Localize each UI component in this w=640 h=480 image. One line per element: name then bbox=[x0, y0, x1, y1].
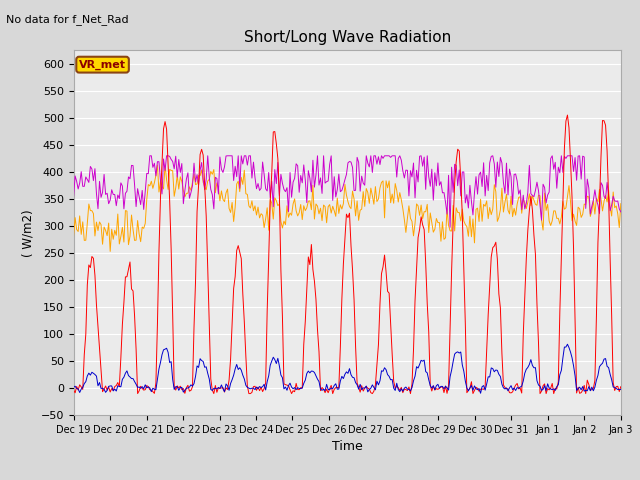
Y-axis label: ( W/m2): ( W/m2) bbox=[22, 209, 35, 257]
Text: No data for f_Net_Rad: No data for f_Net_Rad bbox=[6, 14, 129, 25]
Text: VR_met: VR_met bbox=[79, 60, 126, 70]
Title: Short/Long Wave Radiation: Short/Long Wave Radiation bbox=[244, 30, 451, 45]
X-axis label: Time: Time bbox=[332, 441, 363, 454]
